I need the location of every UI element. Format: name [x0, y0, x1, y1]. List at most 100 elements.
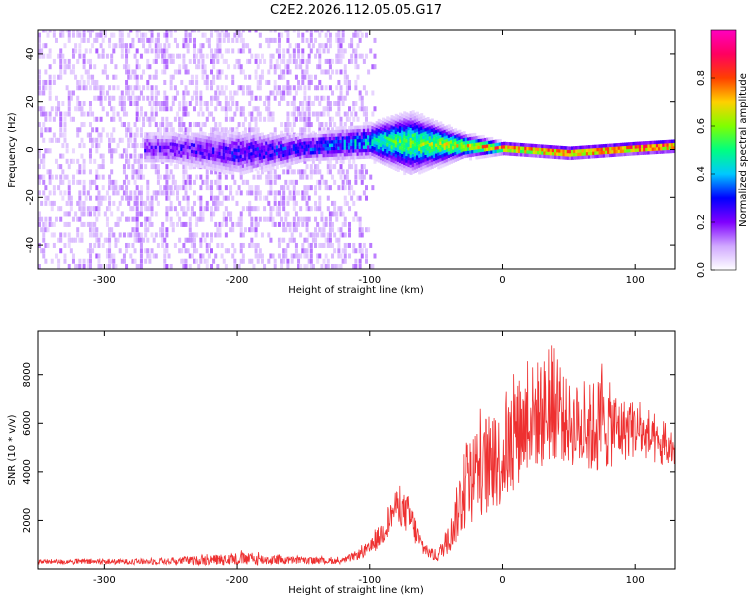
heatmap-cell: [193, 248, 197, 254]
heatmap-cell: [269, 140, 273, 144]
heatmap-cell: [464, 137, 468, 142]
heatmap-cell: [254, 140, 258, 145]
heatmap-cell: [403, 144, 407, 149]
heatmap-cell: [358, 174, 362, 180]
heatmap-cell: [265, 158, 269, 162]
heatmap-cell: [222, 106, 226, 112]
heatmap-cell: [258, 149, 262, 154]
heatmap-cell: [129, 206, 133, 212]
heatmap-cell: [173, 159, 177, 164]
heatmap-cell: [437, 122, 441, 126]
heatmap-cell: [267, 164, 271, 168]
heatmap-cell: [265, 134, 269, 139]
heatmap-cell: [573, 149, 577, 154]
heatmap-cell: [297, 43, 301, 49]
heatmap-cell: [59, 206, 63, 212]
heatmap-cell: [418, 150, 422, 155]
heatmap-cell: [201, 151, 205, 156]
heatmap-cell: [422, 138, 426, 143]
heatmap-cell: [590, 151, 594, 156]
heatmap-cell: [273, 174, 277, 180]
heatmap-cell: [173, 116, 177, 122]
heatmap-cell: [241, 179, 245, 185]
heatmap-cell: [54, 37, 58, 43]
heatmap-cell: [250, 190, 254, 196]
heatmap-cell: [188, 264, 192, 269]
heatmap-cell: [46, 148, 50, 154]
heatmap-cell: [248, 74, 252, 80]
heatmap-cell: [150, 90, 154, 96]
heatmap-cell: [364, 32, 368, 38]
heatmap-cell: [337, 149, 341, 154]
heatmap-cell: [343, 142, 347, 147]
heatmap-cell: [316, 154, 320, 158]
heatmap-cell: [88, 64, 92, 70]
heatmap-cell: [364, 145, 368, 149]
heatmap-cell: [169, 155, 173, 160]
heatmap-cell: [129, 74, 133, 80]
heatmap-cell: [67, 101, 71, 107]
heatmap-cell: [643, 144, 647, 149]
heatmap-cell: [303, 95, 307, 101]
heatmap-cell: [337, 133, 341, 137]
heatmap-cell: [112, 85, 116, 91]
heatmap-cell: [413, 162, 417, 167]
heatmap-cell: [638, 148, 642, 152]
heatmap-cell: [231, 147, 235, 152]
heatmap-cell: [203, 64, 207, 70]
heatmap-cell: [333, 122, 337, 128]
heatmap-cell: [486, 137, 490, 142]
heatmap-cell: [339, 139, 343, 144]
heatmap-cell: [169, 152, 173, 156]
heatmap-cell: [269, 211, 273, 217]
heatmap-cell: [205, 79, 209, 85]
heatmap-cell: [42, 237, 46, 243]
heatmap-cell: [388, 137, 392, 141]
heatmap-cell: [350, 58, 354, 64]
heatmap-cell: [335, 156, 339, 161]
heatmap-cell: [171, 95, 175, 101]
heatmap-cell: [54, 174, 58, 180]
heatmap-cell: [324, 150, 328, 154]
heatmap-cell: [331, 69, 335, 75]
heatmap-cell: [277, 37, 281, 43]
colorbar-tick-label: 0.2: [696, 214, 707, 230]
heatmap-cell: [271, 53, 275, 59]
heatmap-cell: [290, 134, 294, 139]
heatmap-cell: [305, 134, 309, 138]
heatmap-cell: [190, 132, 194, 137]
heatmap-cell: [67, 195, 71, 201]
heatmap-cell: [322, 48, 326, 54]
heatmap-cell: [93, 79, 97, 85]
heatmap-cell: [348, 142, 352, 147]
heatmap-cell: [324, 140, 328, 144]
heatmap-cell: [369, 141, 373, 146]
heatmap-cell: [286, 116, 290, 122]
heatmap-cell: [311, 232, 315, 238]
heatmap-cell: [44, 227, 48, 233]
heatmap-cell: [314, 232, 318, 238]
heatmap-cell: [169, 53, 173, 59]
heatmap-cell: [99, 101, 103, 107]
heatmap-cell: [328, 185, 332, 191]
heatmap-cell: [328, 221, 332, 227]
heatmap-cell: [248, 127, 252, 133]
heatmap-cell: [394, 147, 398, 151]
heatmap-cell: [562, 146, 566, 150]
heatmap-cell: [127, 95, 131, 101]
heatmap-cell: [205, 264, 209, 269]
heatmap-cell: [42, 137, 46, 143]
heatmap-cell: [422, 132, 426, 136]
heatmap-cell: [188, 253, 192, 259]
heatmap-cell: [490, 146, 494, 151]
heatmap-cell: [205, 74, 209, 80]
heatmap-cell: [294, 90, 298, 96]
heatmap-cell: [286, 258, 290, 264]
heatmap-cell: [241, 43, 245, 49]
heatmap-cell: [352, 106, 356, 112]
heatmap-cell: [229, 157, 233, 161]
heatmap-cell: [188, 216, 192, 222]
heatmap-cell: [358, 135, 362, 140]
heatmap-cell: [188, 122, 192, 128]
heatmap-cell: [381, 141, 385, 145]
